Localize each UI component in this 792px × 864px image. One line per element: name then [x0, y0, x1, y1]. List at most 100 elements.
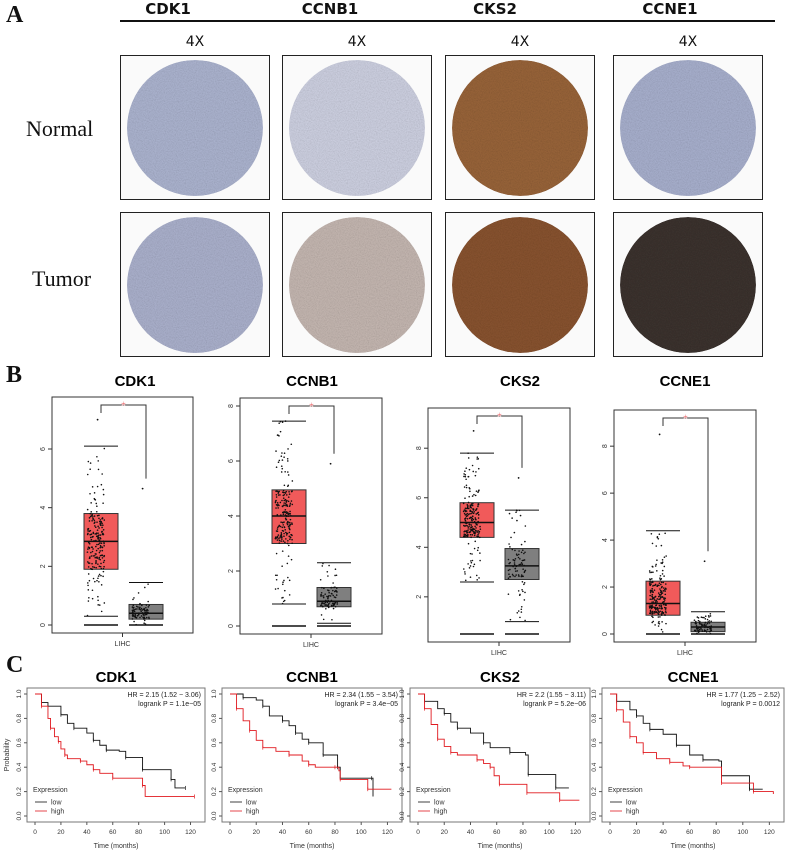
jitter-point — [287, 496, 290, 498]
survival-curve-high — [35, 693, 195, 797]
y-tick-label: 1.0 — [591, 689, 598, 698]
jitter-point — [86, 551, 89, 553]
jitter-point — [704, 621, 707, 624]
km-plot-cdk1: CDK1 0.0 0.2 0.4 0.6 0.8 1.0 0 20 40 60 80 100 120 Tim… — [4, 669, 206, 850]
jitter-point — [285, 514, 288, 517]
jitter-point — [87, 589, 90, 591]
y-tick-label: 0.8 — [211, 714, 218, 723]
jitter-point — [707, 614, 710, 617]
jitter-point — [657, 595, 660, 598]
jitter-point — [278, 422, 280, 424]
jitter-point — [695, 625, 698, 627]
x-tick-label: 20 — [441, 829, 449, 836]
jitter-point — [283, 456, 285, 458]
jitter-point — [89, 534, 91, 536]
jitter-point — [102, 528, 105, 531]
plot-frame — [26, 687, 206, 823]
jitter-point — [477, 491, 479, 494]
x-tick-label: LIHC — [115, 641, 131, 648]
jitter-point — [521, 563, 524, 566]
jitter-point — [660, 606, 662, 608]
jitter-point — [653, 589, 656, 591]
jitter-point — [663, 597, 665, 599]
jitter-point — [87, 460, 90, 463]
jitter-point — [321, 595, 323, 597]
jitter-point — [511, 517, 513, 519]
jitter-point — [660, 544, 663, 547]
x-axis-label: Time (months) — [94, 843, 139, 850]
jitter-point — [466, 517, 469, 520]
jitter-point — [283, 484, 286, 487]
jitter-point — [282, 513, 285, 516]
jitter-point — [97, 563, 99, 565]
jitter-point — [144, 623, 147, 625]
jitter-point — [514, 549, 516, 552]
jitter-point — [511, 573, 514, 576]
jitter-point — [649, 609, 652, 612]
jitter-point — [140, 610, 142, 613]
jitter-point — [465, 524, 467, 527]
jitter-point — [651, 565, 654, 568]
jitter-point — [287, 576, 289, 579]
jitter-point — [92, 518, 94, 520]
jitter-point — [137, 613, 140, 616]
jitter-point — [328, 564, 330, 567]
jitter-point — [651, 589, 653, 592]
y-tick-label: 0.0 — [399, 811, 406, 820]
jitter-point — [274, 588, 277, 590]
jitter-point — [288, 524, 291, 526]
jitter-point — [86, 614, 89, 617]
jitter-point — [463, 486, 466, 488]
jitter-point — [519, 563, 522, 566]
jitter-point — [331, 593, 333, 595]
logrank-p: logrank P = 0.0012 — [721, 701, 780, 708]
jitter-point — [521, 559, 524, 562]
jitter-point — [704, 626, 706, 629]
jitter-point — [470, 560, 472, 562]
jitter-point — [649, 571, 651, 574]
jitter-point — [325, 599, 327, 602]
jitter-point — [92, 565, 94, 568]
jitter-point — [508, 543, 510, 545]
jitter-point — [462, 502, 465, 504]
jitter-point — [103, 542, 105, 545]
y-tick-label: 0.8 — [399, 714, 406, 723]
jitter-point — [282, 540, 285, 542]
jitter-point — [464, 475, 467, 478]
jitter-point — [280, 465, 283, 467]
jitter-point — [148, 617, 150, 620]
jitter-point — [475, 574, 478, 577]
x-tick-label: 0 — [228, 829, 232, 836]
jitter-point — [101, 522, 103, 525]
jitter-point — [335, 594, 338, 596]
jitter-point — [290, 514, 292, 517]
ihc-image-tumor — [445, 212, 595, 357]
jitter-point — [664, 610, 667, 612]
jitter-point — [276, 574, 278, 577]
jitter-point — [287, 474, 290, 476]
jitter-point — [93, 522, 96, 524]
row-label-tumor: Tumor — [32, 266, 92, 291]
jitter-point — [509, 618, 512, 621]
survival-curve-low — [230, 693, 374, 797]
jitter-point — [520, 543, 523, 546]
jitter-point — [286, 511, 289, 514]
jitter-point — [467, 457, 470, 459]
jitter-point — [89, 492, 91, 495]
jitter-point — [95, 561, 97, 563]
y-tick-label: 0.6 — [16, 738, 23, 747]
jitter-point — [651, 596, 654, 598]
jitter-point — [332, 589, 334, 592]
jitter-point — [513, 531, 516, 534]
jitter-point — [103, 559, 106, 562]
jitter-point — [331, 605, 333, 607]
x-tick-label: 60 — [686, 829, 694, 836]
jitter-point — [277, 526, 279, 529]
x-axis-label: Time (months) — [478, 843, 523, 850]
jitter-point — [476, 549, 479, 552]
jitter-point — [468, 531, 471, 533]
jitter-point — [141, 609, 144, 611]
jitter-point — [475, 509, 477, 512]
jitter-point — [656, 535, 659, 538]
jitter-point — [653, 612, 656, 614]
